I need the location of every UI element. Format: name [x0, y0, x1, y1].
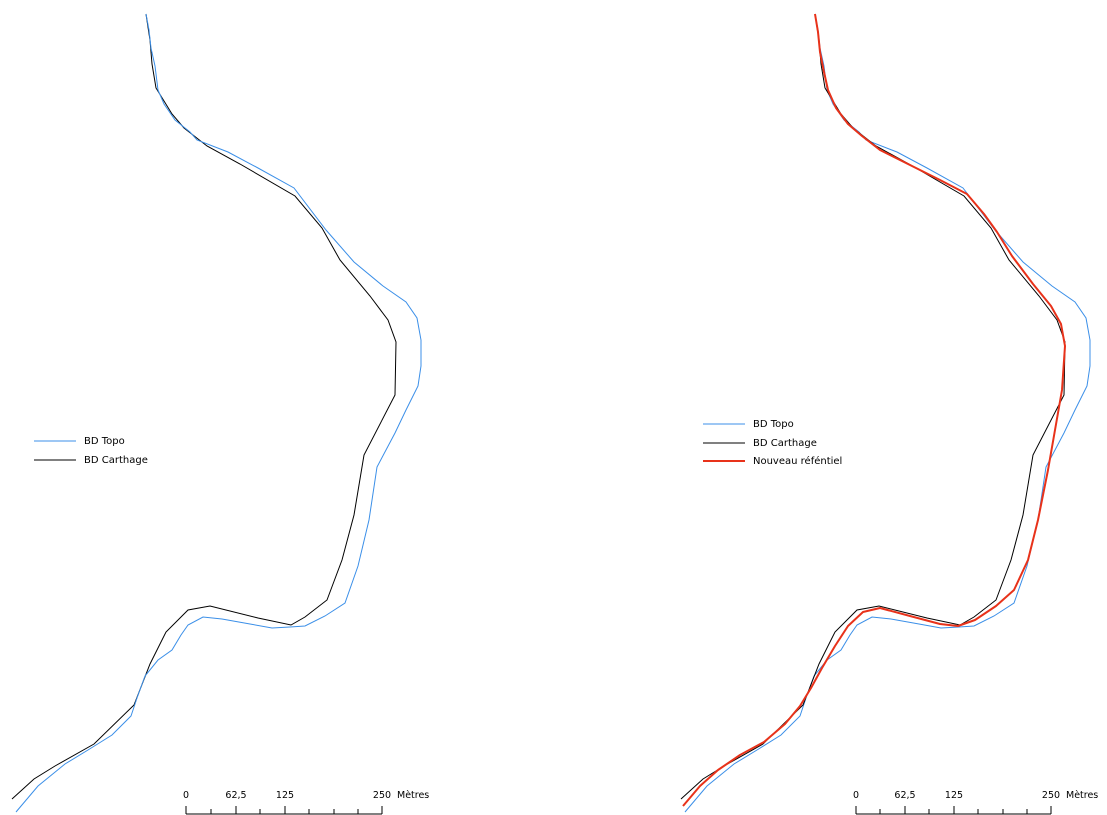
legend-label-nouveau-referentiel: Nouveau réféntiel — [753, 455, 842, 467]
legend: BD Topo BD Carthage — [34, 436, 148, 466]
scale-tick-label-0: 0 — [853, 790, 859, 801]
river-line-bd-carthage — [11, 13, 397, 800]
scale-bar: 0 62,5 125 250 Mètres — [183, 790, 429, 815]
scale-tick-label-62-5: 62,5 — [894, 790, 915, 801]
river-line-bd-topo — [15, 13, 422, 813]
river-line-nouveau-referentiel — [682, 13, 1066, 807]
legend-label-bd-topo: BD Topo — [753, 419, 794, 430]
river-line-bd-topo — [684, 13, 1091, 813]
left-map-panel: BD Topo BD Carthage 0 62,5 125 250 Mètre… — [11, 13, 429, 815]
scale-tick-label-125: 125 — [276, 790, 294, 801]
scale-tick-label-250: 250 — [1042, 790, 1060, 801]
river-line-bd-carthage — [680, 13, 1066, 800]
legend-label-bd-carthage: BD Carthage — [753, 438, 817, 449]
scale-tick-label-250: 250 — [373, 790, 391, 801]
scale-unit-label: Mètres — [397, 790, 429, 801]
legend: BD Topo BD Carthage Nouveau réféntiel — [703, 419, 842, 467]
scale-tick-label-125: 125 — [945, 790, 963, 801]
scale-unit-label: Mètres — [1066, 790, 1098, 801]
legend-label-bd-topo: BD Topo — [84, 436, 125, 447]
legend-label-bd-carthage: BD Carthage — [84, 455, 148, 466]
scale-tick-label-62-5: 62,5 — [225, 790, 246, 801]
scale-tick-label-0: 0 — [183, 790, 189, 801]
scale-bar: 0 62,5 125 250 Mètres — [853, 790, 1098, 815]
right-map-panel: BD Topo BD Carthage Nouveau réféntiel 0 … — [680, 13, 1098, 815]
